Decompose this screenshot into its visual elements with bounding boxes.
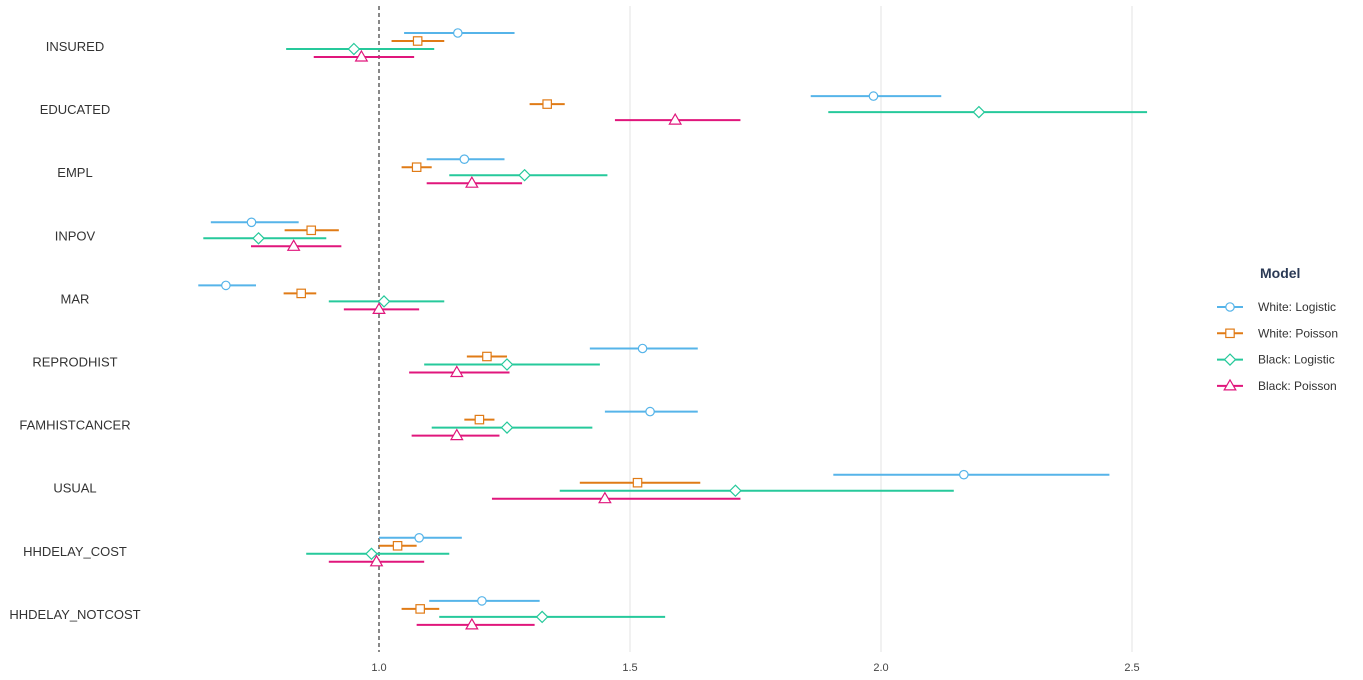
point-circle-reprodhist [637, 343, 648, 354]
point-circle-insured [453, 28, 463, 38]
category-label-inpov: INPOV [55, 228, 96, 243]
category-label-empl: EMPL [57, 165, 92, 180]
point-circle-mar [221, 280, 231, 291]
point-diamond-hhdelay_notcost [535, 610, 549, 624]
point-square-hhdelay_notcost [415, 604, 425, 614]
point-diamond-inpov [252, 231, 265, 245]
legend: Model White: Logistic White: Poisson Black… [1217, 265, 1338, 393]
point-diamond-empl [518, 168, 531, 182]
series-black-logistic [203, 42, 1148, 624]
legend-key-circle-icon [1225, 302, 1235, 312]
point-circle-hhdelay_notcost [477, 596, 487, 606]
point-diamond-reprodhist [500, 358, 514, 371]
x-tick-label-2: 2.0 [873, 662, 888, 674]
x-tick-label-1: 1.0 [371, 662, 386, 674]
point-square-usual [632, 477, 643, 488]
legend-item-black-poisson: Black: Poisson [1217, 378, 1337, 393]
point-circle-famhistcancer [645, 406, 655, 417]
legend-label: White: Logistic [1258, 300, 1336, 314]
point-triangle-inpov [286, 239, 301, 251]
point-circle-educated [868, 91, 879, 101]
category-label-hhdelay_cost: HHDELAY_COST [23, 544, 127, 559]
grid-lines [629, 6, 1133, 652]
point-triangle-mar [372, 302, 386, 314]
legend-label: Black: Poisson [1258, 379, 1337, 393]
point-square-mar [296, 288, 306, 299]
x-tick-labels: 1.0 1.5 2.0 2.5 [371, 662, 1139, 674]
legend-key-triangle-icon [1223, 378, 1237, 391]
legend-key-square-icon [1225, 328, 1235, 339]
category-label-usual: USUAL [53, 481, 96, 496]
point-diamond-insured [347, 42, 361, 56]
category-labels: INSURED EDUCATED EMPL INPOV MAR REPRODHIST FAM… [9, 39, 140, 622]
series-marks [198, 28, 1148, 630]
category-label-educated: EDUCATED [40, 102, 111, 117]
category-label-insured: INSURED [46, 39, 105, 54]
point-diamond-famhistcancer [500, 421, 514, 434]
point-diamond-educated [972, 105, 986, 119]
point-diamond-usual [729, 484, 742, 498]
point-triangle-usual [598, 491, 612, 504]
category-label-hhdelay_notcost: HHDELAY_NOTCOST [9, 607, 140, 622]
legend-label: Black: Logistic [1258, 353, 1335, 367]
point-diamond-hhdelay_cost [365, 547, 378, 561]
series-black-poisson [250, 49, 741, 630]
x-tick-label-1.5: 1.5 [622, 662, 637, 674]
legend-item-white-logistic: White: Logistic [1217, 300, 1336, 314]
point-diamond-mar [377, 295, 391, 308]
point-triangle-insured [354, 49, 369, 62]
point-triangle-hhdelay_notcost [465, 617, 479, 630]
series-white-logistic [198, 28, 1110, 606]
point-circle-usual [959, 469, 969, 480]
point-triangle-empl [465, 176, 479, 188]
point-circle-inpov [246, 217, 257, 228]
category-label-famhistcancer: FAMHISTCANCER [19, 418, 130, 433]
legend-key-diamond-icon [1223, 353, 1237, 366]
point-triangle-famhistcancer [449, 428, 464, 441]
legend-label: White: Poisson [1258, 326, 1338, 340]
point-triangle-hhdelay_cost [369, 554, 384, 567]
point-square-insured [412, 36, 423, 46]
legend-item-black-logistic: Black: Logistic [1217, 353, 1335, 367]
point-square-famhistcancer [474, 414, 485, 425]
legend-item-white-poisson: White: Poisson [1217, 326, 1338, 340]
x-tick-label-2.5: 2.5 [1124, 662, 1139, 674]
legend-title: Model [1260, 265, 1300, 281]
point-square-inpov [306, 225, 317, 236]
point-triangle-educated [668, 112, 683, 125]
point-square-educated [542, 99, 552, 109]
point-triangle-reprodhist [449, 365, 464, 378]
point-square-reprodhist [482, 351, 492, 362]
series-white-poisson [283, 36, 701, 614]
point-square-hhdelay_cost [392, 540, 403, 551]
category-label-reprodhist: REPRODHIST [32, 355, 117, 370]
category-label-mar: MAR [61, 291, 90, 306]
point-square-empl [411, 162, 422, 172]
point-circle-empl [459, 154, 470, 164]
point-circle-hhdelay_cost [414, 532, 424, 543]
